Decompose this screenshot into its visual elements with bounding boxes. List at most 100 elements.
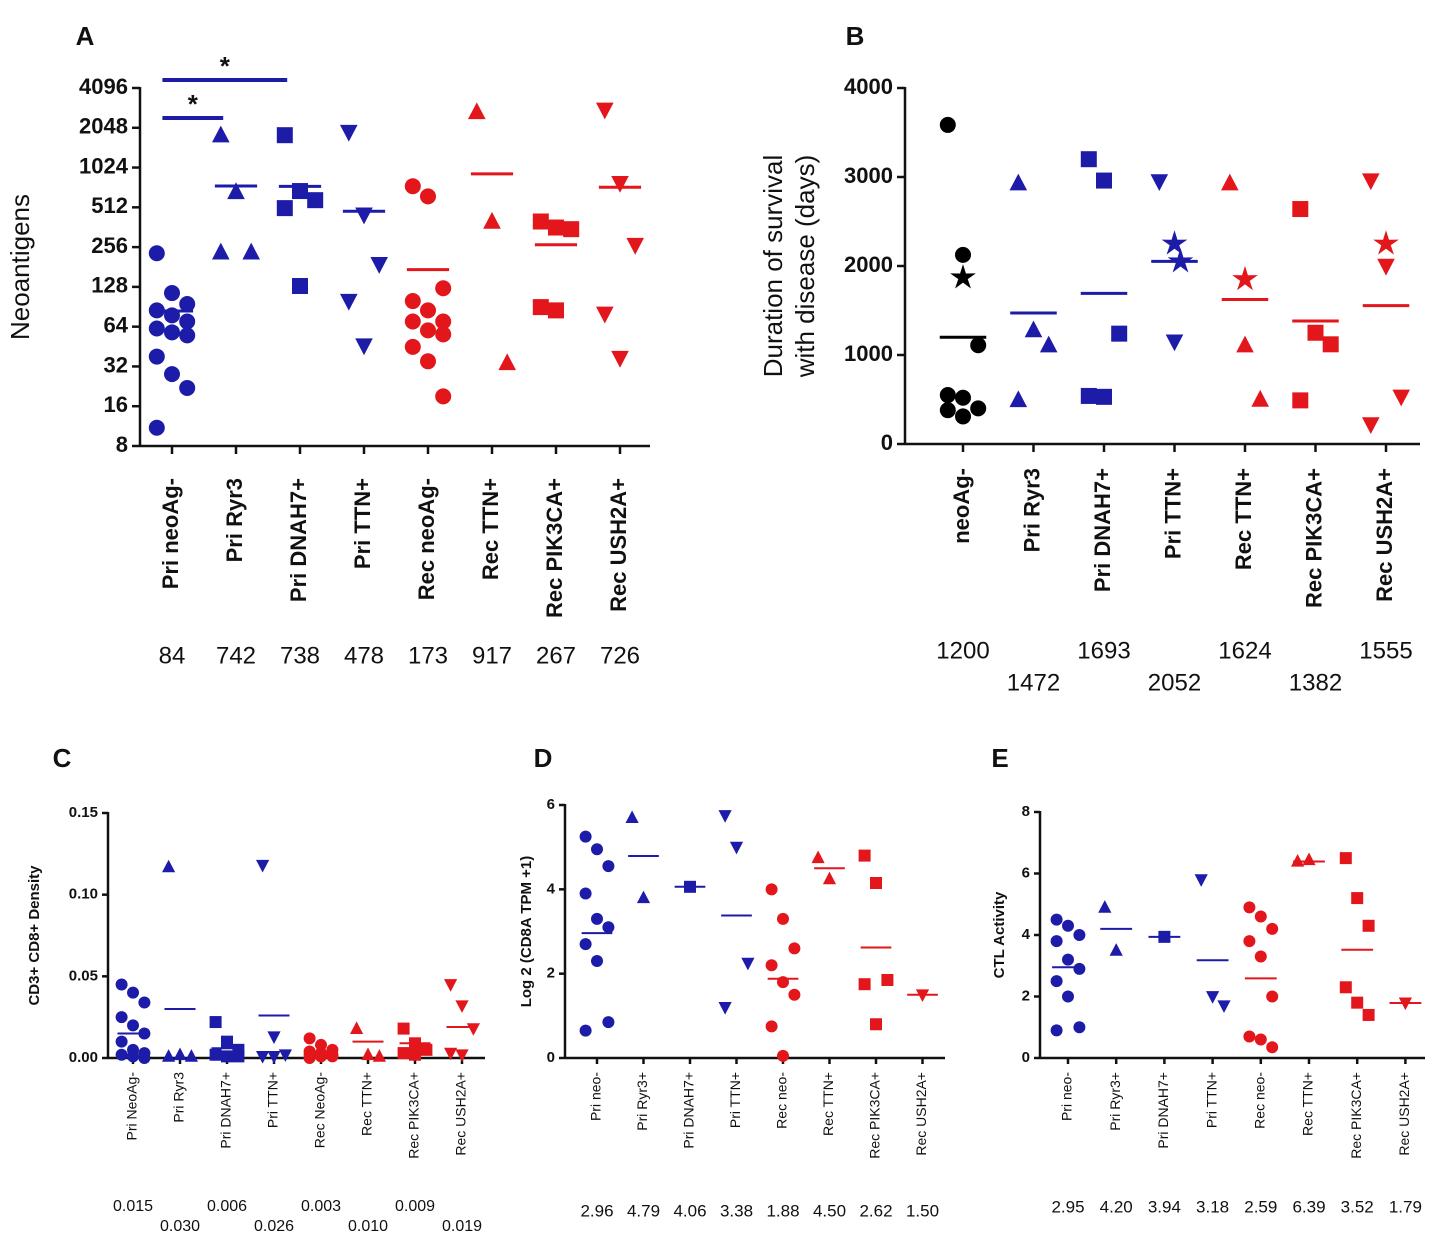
dot [1217, 1000, 1231, 1013]
x-tick-label: Rec neo- [774, 1072, 790, 1129]
y-tick-label: 6 [1022, 864, 1030, 881]
y-tick-label: 0.05 [69, 967, 98, 984]
mean-label: 917 [472, 642, 512, 669]
dot [1050, 935, 1063, 948]
dot [435, 388, 452, 405]
x-tick-label: Pri DNAH7+ [681, 1072, 697, 1149]
dot [1062, 990, 1074, 1003]
mean-label: 4.50 [813, 1201, 846, 1220]
dot [1266, 990, 1279, 1003]
y-tick-label: 8 [1022, 803, 1030, 820]
dot [1351, 892, 1364, 905]
y-tick-label: 0 [881, 430, 893, 455]
dot [777, 912, 789, 925]
y-axis-title: with disease (days) [790, 155, 820, 379]
dot [602, 921, 615, 934]
dot [1322, 336, 1339, 353]
dot [148, 320, 165, 337]
dot [307, 192, 324, 209]
dot [729, 841, 744, 855]
x-tick-label: Pri Ryr3 [171, 1072, 187, 1123]
y-tick-label: 4 [547, 880, 556, 897]
mean-label: 1.79 [1389, 1197, 1422, 1216]
y-axis-title: Duration of survival [758, 155, 788, 378]
y-tick-label: 0 [547, 1049, 555, 1066]
dot [858, 978, 871, 991]
dot [1291, 854, 1305, 867]
x-tick-label: Pri TTN+ [1160, 468, 1185, 559]
mean-label: 267 [536, 642, 576, 669]
dot [1362, 919, 1375, 932]
x-tick-label: Pri DNAH7+ [1090, 468, 1115, 592]
mean-label: 2.96 [580, 1201, 613, 1220]
dot [1194, 874, 1208, 887]
dot [209, 1016, 222, 1029]
mean-label: 0.010 [348, 1218, 388, 1235]
dot [498, 353, 516, 371]
panel-label: C [53, 743, 72, 773]
dot [420, 188, 436, 205]
dot [1266, 1041, 1279, 1054]
mean-label: 0.006 [207, 1198, 247, 1215]
y-tick-label: 128 [91, 273, 128, 298]
dot [278, 1049, 292, 1062]
dot [822, 871, 837, 885]
x-tick-label: Rec PIK3CA+ [1348, 1072, 1364, 1159]
dot [115, 1011, 128, 1024]
dot [179, 379, 196, 396]
x-tick-label: Pri Ryr3+ [634, 1072, 650, 1131]
y-tick-label: 2000 [844, 252, 893, 277]
mean-label: 1200 [936, 637, 989, 664]
dot [455, 1049, 469, 1062]
dot [1362, 417, 1380, 435]
dot [1073, 1021, 1086, 1034]
dot [468, 102, 486, 120]
dot [1050, 1024, 1063, 1037]
dot [939, 116, 956, 133]
dot [350, 1021, 364, 1034]
dot [179, 313, 196, 330]
dot [1206, 991, 1220, 1004]
dot [148, 348, 165, 365]
mean-label: 4.79 [627, 1201, 660, 1220]
dot [548, 302, 564, 319]
dot [209, 1048, 222, 1061]
dot [221, 1035, 233, 1048]
dot [591, 955, 603, 968]
dot [955, 408, 971, 425]
dot [636, 890, 651, 904]
mean-label: 4.20 [1100, 1197, 1133, 1216]
dot [397, 1047, 410, 1060]
dot [435, 313, 452, 330]
dot [611, 350, 629, 368]
mean-label: 0.030 [160, 1218, 200, 1235]
x-tick-label: Rec TTN+ [478, 478, 503, 580]
dot [1161, 230, 1188, 255]
mean-label: 2.59 [1244, 1197, 1277, 1216]
dot [1307, 324, 1324, 341]
dot [765, 1020, 778, 1033]
dot [115, 978, 128, 991]
dot [179, 327, 196, 344]
dot [579, 830, 592, 843]
dot [970, 400, 987, 417]
dot [115, 1048, 128, 1061]
dot [1232, 265, 1258, 291]
dot [741, 957, 755, 971]
x-tick-label: Rec USH2A+ [1396, 1072, 1412, 1156]
dot [164, 324, 180, 341]
dot [1050, 913, 1063, 926]
y-axis-title: Neoantigens [5, 194, 35, 340]
dot [1221, 173, 1239, 191]
dot [162, 859, 176, 873]
x-tick-label: Rec USH2A+ [453, 1072, 469, 1156]
x-tick-label: Rec USH2A+ [913, 1072, 929, 1156]
dot [1080, 151, 1097, 168]
dot [970, 337, 987, 354]
y-tick-label: 3000 [844, 163, 893, 188]
x-tick-label: neoAg- [949, 468, 974, 544]
y-tick-label: 1024 [79, 153, 129, 178]
dot [1266, 922, 1279, 935]
dot [718, 1002, 732, 1015]
dot [115, 1035, 128, 1048]
